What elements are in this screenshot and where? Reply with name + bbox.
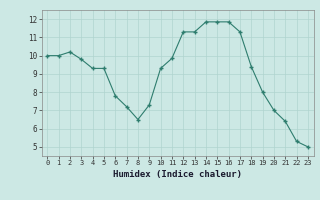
X-axis label: Humidex (Indice chaleur): Humidex (Indice chaleur): [113, 170, 242, 179]
